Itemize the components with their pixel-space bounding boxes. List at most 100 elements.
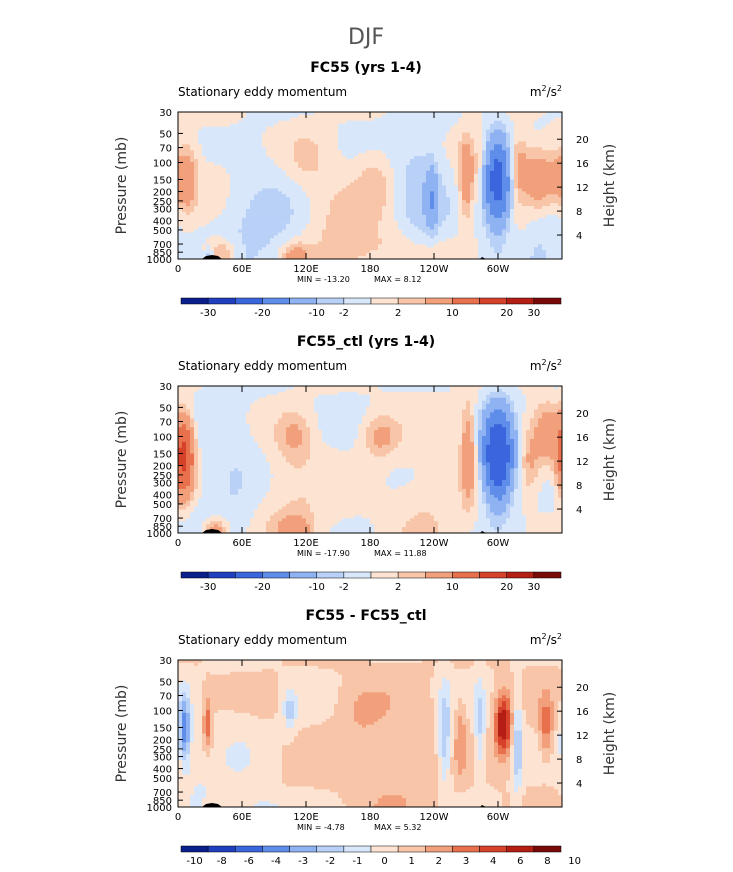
y-tick-label: 50 bbox=[159, 403, 172, 414]
y2-axis-label: Height (km) bbox=[602, 418, 618, 501]
y-tick-label: 200 bbox=[153, 736, 172, 747]
field-label: Stationary eddy momentum bbox=[178, 359, 347, 373]
colorbar-swatch bbox=[289, 571, 317, 579]
colorbar-label: 8 bbox=[544, 856, 550, 867]
x-tick-label: 60W bbox=[487, 264, 510, 275]
y-tick-label: 850 bbox=[153, 522, 172, 533]
colorbar-label: 30 bbox=[527, 308, 540, 319]
panel-title: FC55_ctl (yrs 1-4) bbox=[297, 334, 435, 350]
y-tick-label: 500 bbox=[153, 774, 172, 785]
height-tick-label: 4 bbox=[576, 779, 582, 790]
topography-asia bbox=[202, 529, 222, 533]
contour-field bbox=[178, 660, 562, 807]
y-tick-label: 250 bbox=[153, 197, 172, 208]
colorbar-swatch bbox=[207, 297, 236, 305]
y-tick-label: 400 bbox=[153, 765, 172, 776]
y-tick-label: 30 bbox=[159, 108, 172, 119]
y-tick-label: 200 bbox=[153, 462, 172, 473]
colorbar-label: -2 bbox=[339, 582, 349, 593]
y-tick-label: 1000 bbox=[147, 255, 172, 266]
y-tick-label: 150 bbox=[153, 175, 172, 186]
height-tick-label: 20 bbox=[576, 135, 589, 146]
colorbar-swatch bbox=[533, 571, 562, 579]
colorbar-label: 30 bbox=[527, 582, 540, 593]
x-tick-label: 60W bbox=[487, 538, 510, 549]
colorbar-swatch bbox=[180, 571, 209, 579]
x-tick-label: 120E bbox=[293, 538, 318, 549]
x-tick-label: 120E bbox=[293, 264, 318, 275]
colorbar-label: -10 bbox=[309, 582, 325, 593]
colorbar-label: -2 bbox=[325, 856, 335, 867]
y-tick-label: 850 bbox=[153, 248, 172, 259]
x-tick-label: 180 bbox=[360, 538, 379, 549]
y-tick-label: 250 bbox=[153, 471, 172, 482]
y-tick-label: 300 bbox=[153, 205, 172, 216]
colorbar-label: 3 bbox=[463, 856, 469, 867]
colorbar-label: -30 bbox=[200, 308, 216, 319]
colorbar-swatch bbox=[235, 845, 263, 853]
y-tick-label: 1000 bbox=[147, 529, 172, 540]
height-tick-label: 8 bbox=[576, 207, 582, 218]
min-label: MIN = -4.78 bbox=[297, 823, 345, 832]
x-tick-label: 0 bbox=[175, 538, 181, 549]
y-tick-label: 50 bbox=[159, 677, 172, 688]
colorbar-swatch bbox=[506, 845, 535, 853]
x-tick-label: 60E bbox=[232, 264, 251, 275]
y-tick-label: 70 bbox=[159, 418, 172, 429]
colorbar-label: -20 bbox=[254, 582, 270, 593]
y-tick-label: 700 bbox=[153, 514, 172, 525]
colorbar-swatch bbox=[506, 297, 535, 305]
panel-3: FC55 - FC55_ctl Stationary eddy momentum m… bbox=[114, 608, 618, 867]
max-label: MAX = 11.88 bbox=[374, 549, 427, 558]
x-tick-label: 60W bbox=[487, 812, 510, 823]
panel-title: FC55 (yrs 1-4) bbox=[310, 60, 422, 76]
y2-axis-label: Height (km) bbox=[602, 692, 618, 775]
colorbar-swatch bbox=[262, 845, 290, 853]
colorbar-swatch bbox=[425, 571, 453, 579]
x-tick-label: 60E bbox=[232, 812, 251, 823]
field-label: Stationary eddy momentum bbox=[178, 85, 347, 99]
topography-asia bbox=[202, 255, 222, 259]
colorbar-swatch bbox=[343, 297, 372, 305]
colorbar-swatch bbox=[370, 297, 399, 305]
colorbar-swatch bbox=[425, 845, 453, 853]
units-label: m2/s2 bbox=[530, 358, 562, 373]
colorbar-label: -2 bbox=[339, 308, 349, 319]
panel-1: FC55 (yrs 1-4) Stationary eddy momentum m2… bbox=[114, 60, 618, 319]
topography-asia bbox=[202, 803, 222, 807]
y-tick-label: 200 bbox=[153, 188, 172, 199]
colorbar-label: -4 bbox=[271, 856, 281, 867]
colorbar-swatch bbox=[479, 571, 507, 579]
colorbar-swatch bbox=[262, 297, 290, 305]
contour-field bbox=[178, 386, 562, 533]
y-axis-label: Pressure (mb) bbox=[114, 685, 130, 783]
colorbar-label: -8 bbox=[217, 856, 227, 867]
units-label: m2/s2 bbox=[530, 84, 562, 99]
y-tick-label: 850 bbox=[153, 796, 172, 807]
height-tick-label: 12 bbox=[576, 457, 589, 468]
y-tick-label: 400 bbox=[153, 217, 172, 228]
colorbar-label: -3 bbox=[298, 856, 308, 867]
min-label: MIN = -17.90 bbox=[297, 549, 350, 558]
colorbar-label: 20 bbox=[500, 582, 513, 593]
colorbar-swatch bbox=[207, 845, 236, 853]
contour-field bbox=[178, 112, 562, 259]
y-tick-label: 150 bbox=[153, 723, 172, 734]
y-tick-label: 500 bbox=[153, 226, 172, 237]
field-label: Stationary eddy momentum bbox=[178, 633, 347, 647]
panel-2: FC55_ctl (yrs 1-4) Stationary eddy moment… bbox=[114, 334, 618, 593]
y-tick-label: 1000 bbox=[147, 803, 172, 814]
max-label: MAX = 8.12 bbox=[374, 275, 421, 284]
colorbar-swatch bbox=[452, 571, 480, 579]
y-tick-label: 300 bbox=[153, 753, 172, 764]
y-tick-label: 250 bbox=[153, 745, 172, 756]
y-tick-label: 30 bbox=[159, 656, 172, 667]
y-tick-label: 100 bbox=[153, 158, 172, 169]
colorbar-swatch bbox=[479, 297, 507, 305]
y-axis-label: Pressure (mb) bbox=[114, 411, 130, 509]
colorbar-swatch bbox=[316, 845, 345, 853]
colorbar-label: 4 bbox=[490, 856, 496, 867]
colorbar-swatch bbox=[397, 571, 426, 579]
height-tick-label: 16 bbox=[576, 433, 589, 444]
